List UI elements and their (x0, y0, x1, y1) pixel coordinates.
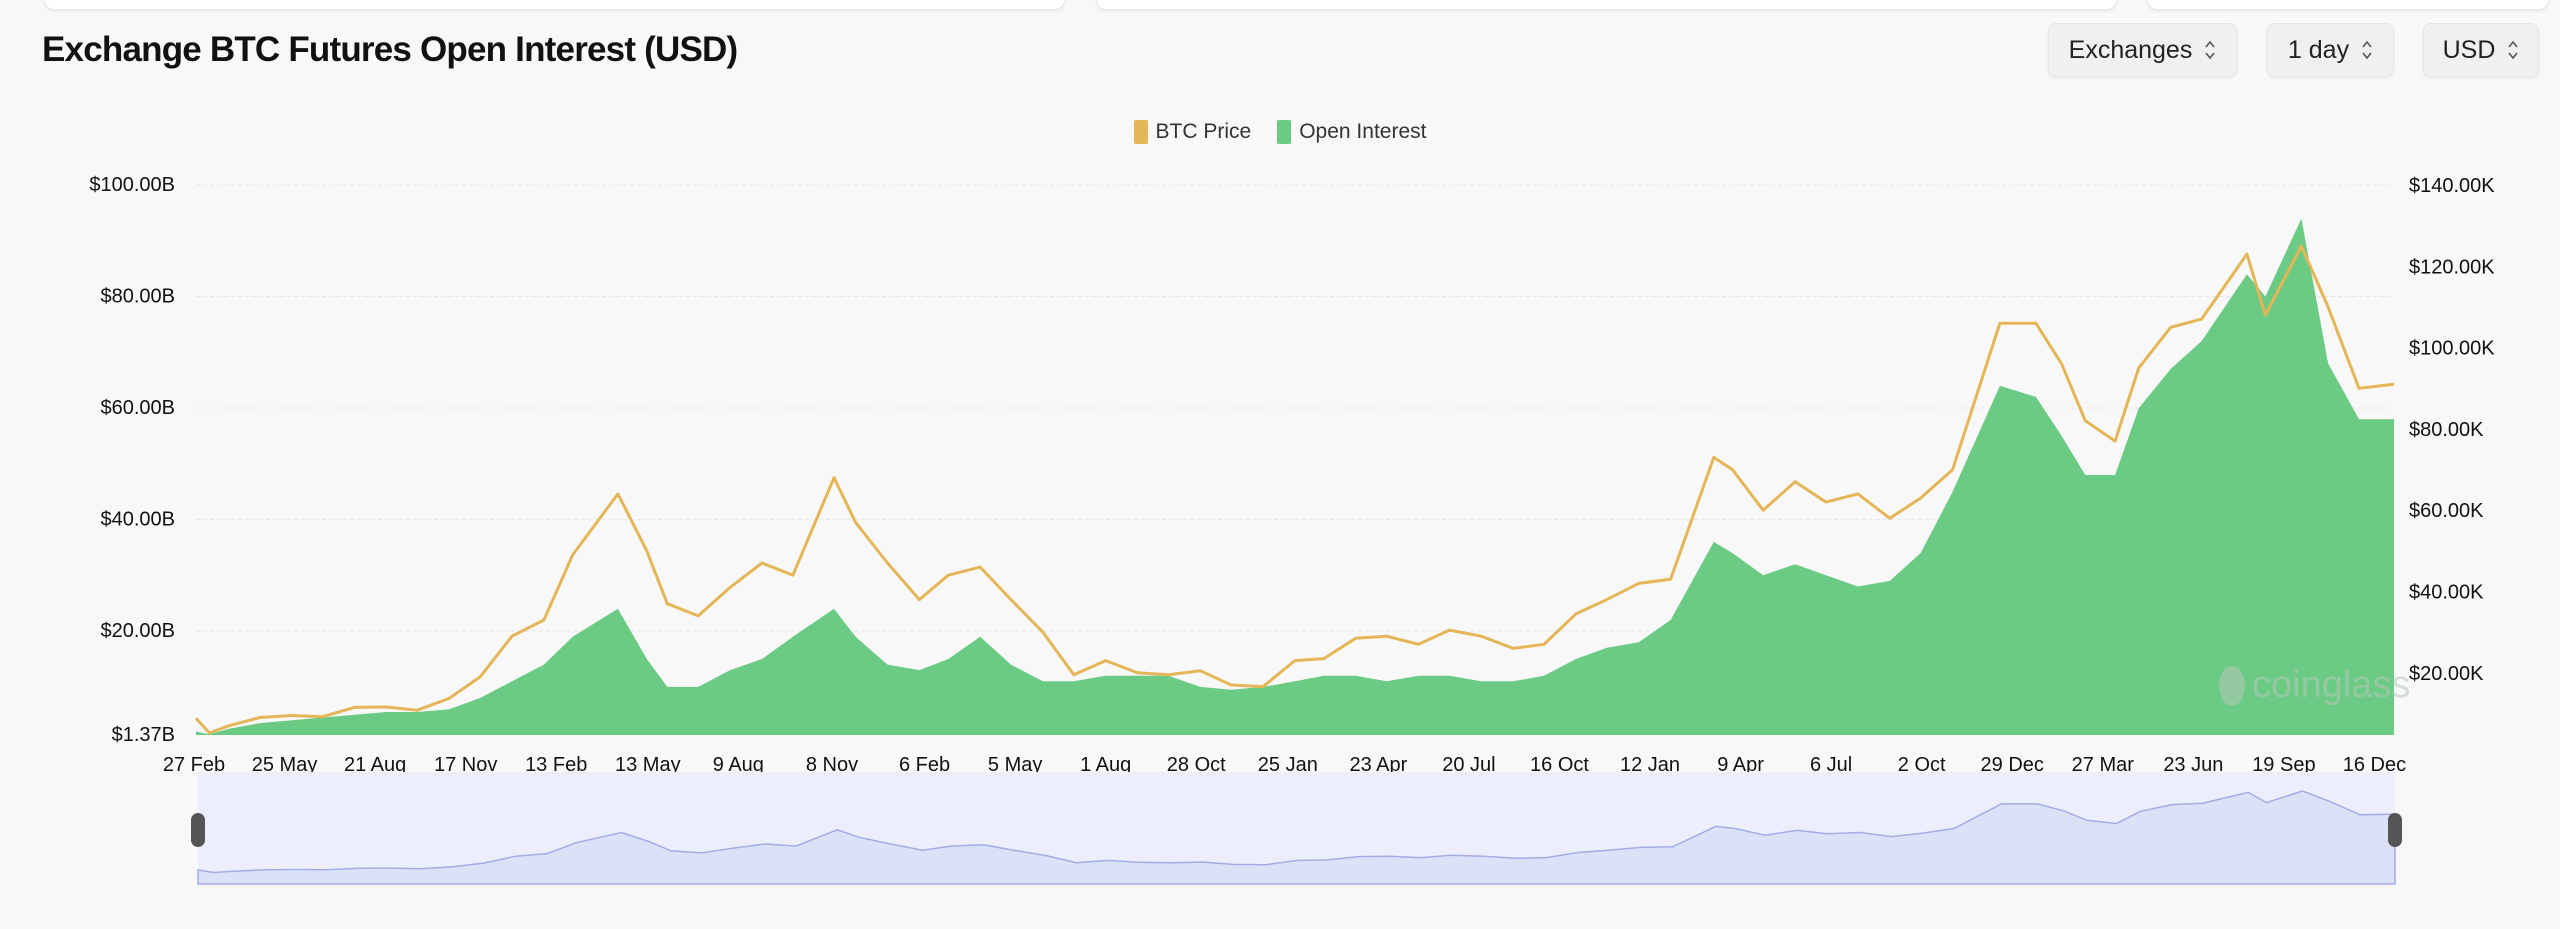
right-axis-tick-label: $60.00K (2409, 500, 2484, 522)
left-axis-tick-label: $80.00B (100, 286, 175, 308)
x-axis-tick-label: 16 Oct (1530, 754, 1589, 776)
right-axis-tick-label: $40.00K (2409, 582, 2484, 604)
right-axis: $140.00K $120.00K $100.00K $80.00K $60.00K $4… (2409, 175, 2495, 685)
navigator-left-handle[interactable] (191, 813, 205, 847)
x-axis-tick-label: 23 Apr (1349, 754, 1407, 776)
right-axis-tick-label: $140.00K (2409, 175, 2495, 197)
chart-title: Exchange BTC Futures Open Interest (USD) (42, 30, 738, 69)
open-interest-area (196, 218, 2394, 735)
chart-legend: BTC Price Open Interest (0, 120, 2560, 144)
x-axis-tick-label: 13 Feb (525, 754, 587, 776)
left-axis-tick-label: $40.00B (100, 509, 175, 531)
watermark-text: coinglass (2252, 664, 2410, 706)
x-axis-tick-label: 29 Dec (1981, 754, 2044, 776)
interval-select-label: 1 day (2287, 35, 2350, 64)
x-axis-tick-label: 12 Jan (1620, 754, 1680, 776)
exchanges-select-label: Exchanges (2068, 35, 2193, 64)
currency-select-label: USD (2442, 35, 2496, 64)
watermark-logo: coinglass (2219, 664, 2410, 706)
navigator-area (197, 790, 2396, 885)
left-axis-tick-label: $100.00B (89, 174, 175, 196)
x-axis-tick-label: 6 Jul (1810, 754, 1852, 776)
btc-price-line (194, 244, 2395, 735)
right-axis-tick-label: $100.00K (2409, 338, 2495, 360)
legend-item-open-interest[interactable]: Open Interest (1277, 120, 1426, 144)
chevron-up-down-icon (2508, 40, 2519, 60)
x-axis-tick-label: 13 May (615, 754, 681, 776)
x-axis-tick-label: 25 May (252, 754, 318, 776)
left-axis-tick-label: $60.00B (100, 397, 175, 419)
exchanges-select[interactable]: Exchanges (2048, 23, 2237, 77)
x-axis-tick-label: 6 Feb (899, 754, 950, 776)
gridlines (196, 184, 2394, 632)
chevron-up-down-icon (2362, 40, 2372, 60)
x-axis-tick-label: 28 Oct (1167, 754, 1226, 776)
x-axis-tick-label: 17 Nov (434, 754, 497, 776)
right-axis-tick-label: $120.00K (2409, 256, 2495, 278)
legend-item-btc-price[interactable]: BTC Price (1133, 120, 1252, 144)
x-axis-tick-label: 23 Jun (2163, 754, 2223, 776)
x-axis-tick-label: 27 Mar (2072, 754, 2135, 776)
x-axis-tick-label: 5 May (988, 754, 1042, 776)
left-axis-tick-label: $1.37B (112, 724, 175, 746)
x-axis-tick-label: 27 Feb (163, 754, 225, 776)
legend-label: Open Interest (1299, 120, 1427, 143)
x-axis-tick-label: 9 Aug (713, 754, 764, 776)
x-axis-tick-label: 1 Aug (1080, 754, 1131, 776)
x-axis-tick-label: 19 Sep (2252, 754, 2315, 776)
x-axis-tick-label: 2 Oct (1898, 754, 1946, 776)
right-axis-tick-label: $80.00K (2409, 419, 2484, 441)
legend-swatch-open-interest (1277, 120, 1292, 144)
x-axis-tick-label: 25 Jan (1258, 754, 1318, 776)
x-axis-tick-label: 9 Apr (1717, 754, 1764, 776)
chevron-up-down-icon (2205, 40, 2215, 60)
x-axis-tick-label: 21 Aug (344, 754, 406, 776)
x-axis-tick-label: 8 Nov (806, 754, 858, 776)
legend-label: BTC Price (1155, 120, 1252, 143)
x-axis-tick-label: 20 Jul (1442, 754, 1495, 776)
interval-select[interactable]: 1 day (2267, 23, 2394, 77)
currency-select[interactable]: USD (2423, 23, 2539, 77)
left-axis-tick-label: $20.00B (100, 620, 175, 642)
right-axis-tick-label: $20.00K (2409, 663, 2484, 685)
navigator-right-handle[interactable] (2388, 813, 2402, 847)
navigator[interactable] (191, 772, 2402, 885)
x-axis: 27 Feb 25 May 21 Aug 17 Nov 13 Feb 13 May 9 Au… (163, 754, 2406, 776)
legend-swatch-btc-price (1133, 120, 1148, 144)
left-axis: $100.00B $80.00B $60.00B $40.00B $20.00B $1.3… (89, 174, 175, 746)
x-axis-tick-label: 16 Dec (2343, 754, 2406, 776)
